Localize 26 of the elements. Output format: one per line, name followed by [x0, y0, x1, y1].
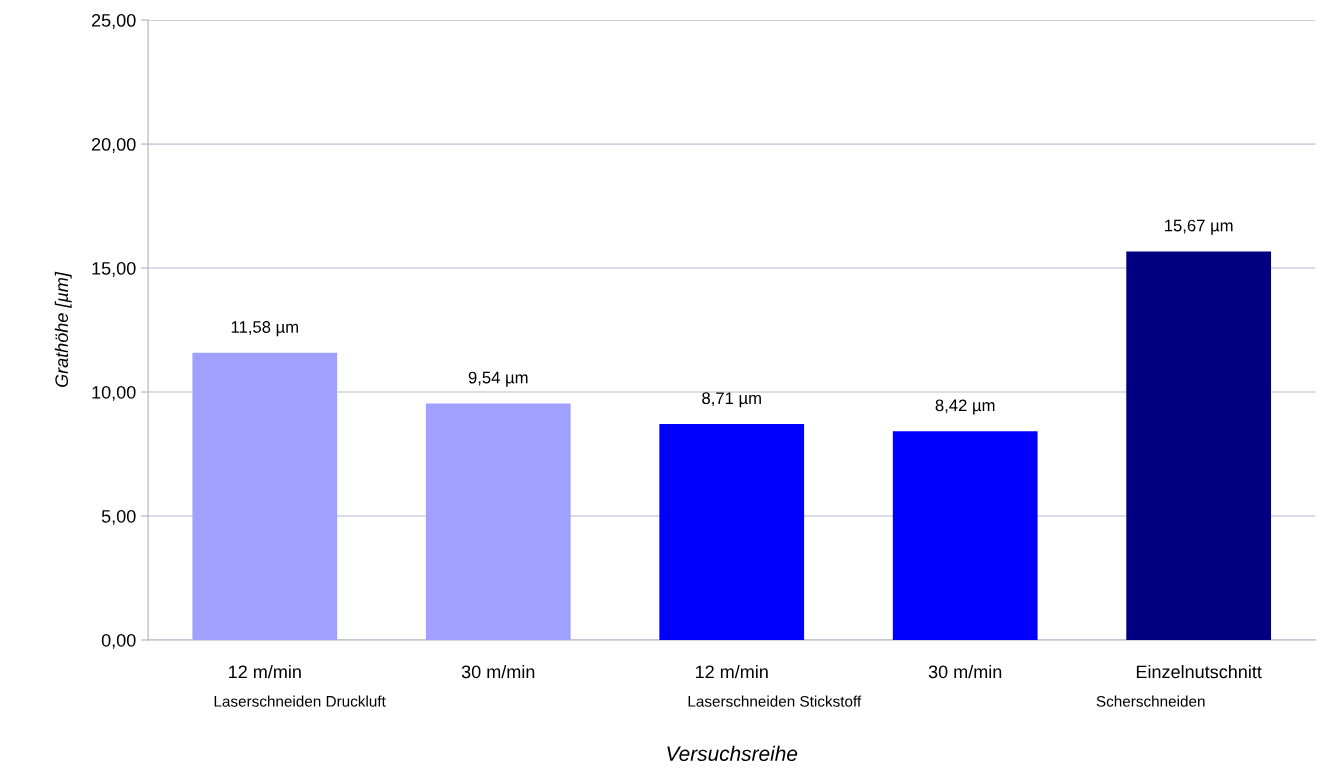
- x-tick-label: Einzelnutschnitt: [1136, 664, 1262, 679]
- text: Scherschneiden: [1096, 695, 1205, 707]
- bar: [425, 403, 571, 640]
- text: Laserschneiden Stickstoff: [688, 695, 862, 707]
- y-tick-label: 5,00: [101, 509, 136, 525]
- bar: [1126, 251, 1272, 640]
- y-tick-label: 15,00: [92, 261, 136, 277]
- bar: [659, 424, 805, 640]
- data-label: 15,67 µm: [1165, 219, 1233, 235]
- x-tick-label: 30 m/min: [928, 664, 1002, 679]
- text: Laserschneiden Druckluft: [214, 695, 386, 707]
- data-label: 8,42 µm: [935, 399, 995, 415]
- data-label: 9,54 µm: [468, 371, 528, 387]
- y-tick-label: 20,00: [91, 137, 136, 153]
- data-label: 8,71 µm: [702, 392, 761, 408]
- y-tick-label: 10,00: [92, 385, 136, 401]
- data-label: 11,58 µm: [231, 321, 298, 337]
- x-tick-label: 12 m/min: [229, 664, 301, 679]
- bar: [892, 431, 1038, 640]
- x-axis-title: Versuchsreihe: [667, 745, 798, 762]
- y-tick-label: 0,00: [101, 633, 136, 649]
- y-axis-title: Grathöhe [µm]: [54, 271, 72, 388]
- y-tick-label: 25,00: [91, 14, 136, 29]
- x-tick-label: 30 m/min: [461, 664, 535, 679]
- x-tick-label: 12 m/min: [695, 664, 768, 679]
- bar: [192, 352, 338, 640]
